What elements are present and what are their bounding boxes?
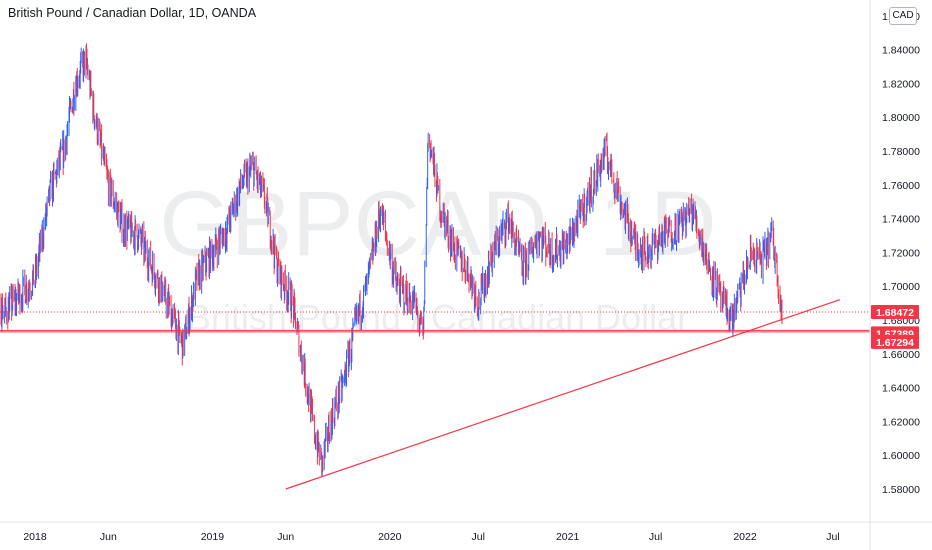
watermark: GBPCAD, 1D British Pound / Canadian Doll… <box>159 173 716 338</box>
candle-series <box>0 43 783 477</box>
chart-title: British Pound / Canadian Dollar, 1D, OAN… <box>8 6 257 20</box>
x-tick-label: 2022 <box>733 531 757 543</box>
price-label: 1.68472 <box>876 307 914 319</box>
x-tick-label: Jul <box>649 531 662 543</box>
x-tick-label: Jul <box>826 531 839 543</box>
price-label-box <box>871 305 919 320</box>
price-lines <box>0 311 870 333</box>
x-axis[interactable]: 2018 Jun 2019 Jun 2020 Jul 2021 Jul 2022 Jul <box>23 531 839 543</box>
y-tick-label: 1.82000 <box>882 78 920 90</box>
y-tick-label: 1.84000 <box>882 45 920 57</box>
y-tick-label: 1.62000 <box>882 416 920 428</box>
x-tick-label: Jul <box>472 531 485 543</box>
watermark-name: British Pound / Canadian Dollar <box>187 297 689 338</box>
x-tick-label: Jun <box>277 531 294 543</box>
y-tick-label: 1.66000 <box>882 349 920 361</box>
y-tick-label: 1.78000 <box>882 146 920 158</box>
y-tick-label: 1.72000 <box>882 247 920 259</box>
x-tick-label: 2020 <box>378 531 402 543</box>
y-tick-label: 1.64000 <box>882 383 920 395</box>
trendline-segment[interactable] <box>285 299 840 490</box>
y-tick-label: 1.76000 <box>882 180 920 192</box>
price-label-box <box>871 334 919 349</box>
y-tick-label: 1.74000 <box>882 214 920 226</box>
currency-badge[interactable]: CAD <box>889 7 917 25</box>
y-tick-label: 1.60000 <box>882 450 920 462</box>
x-tick-label: 2021 <box>556 531 580 543</box>
x-tick-label: 2019 <box>201 531 225 543</box>
x-tick-label: 2018 <box>23 531 47 543</box>
trendline[interactable] <box>285 299 840 490</box>
price-label: 1.67294 <box>876 337 914 349</box>
y-axis[interactable]: 1.580001.600001.620001.640001.660001.680… <box>882 11 920 496</box>
y-tick-label: 1.80000 <box>882 112 920 124</box>
x-tick-label: Jun <box>100 531 117 543</box>
y-tick-label: 1.58000 <box>882 484 920 496</box>
y-tick-label: 1.70000 <box>882 281 920 293</box>
